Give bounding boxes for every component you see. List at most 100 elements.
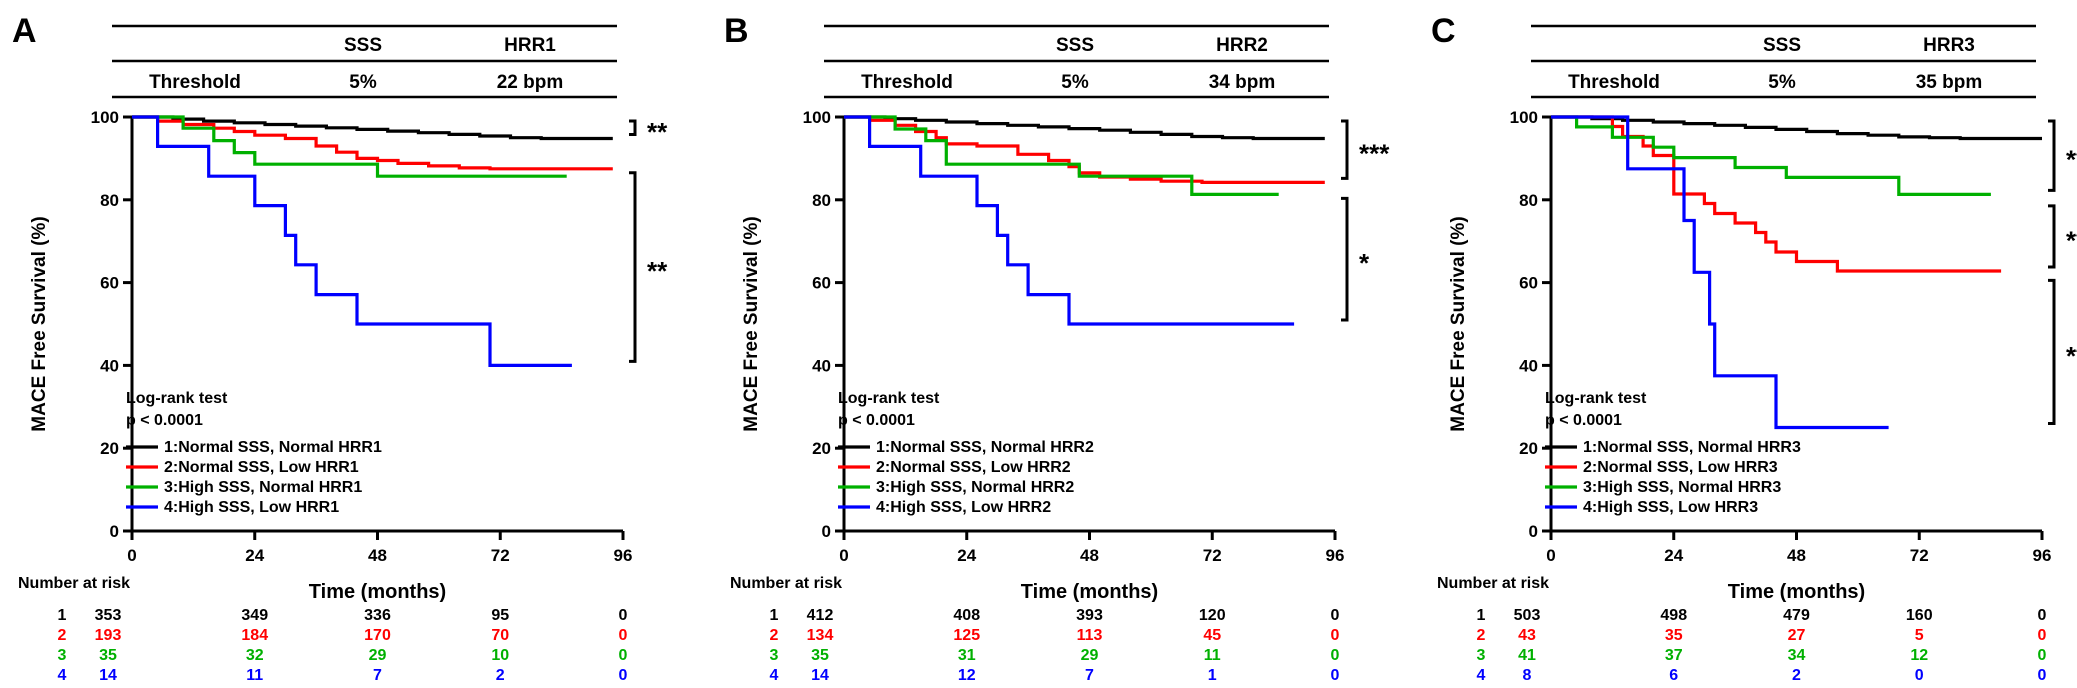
significance-bracket: [2048, 278, 2056, 425]
risk-value: 0: [619, 667, 628, 684]
risk-value: 498: [1660, 607, 1687, 624]
significance-stars: *: [1359, 248, 1370, 278]
risk-value: 503: [1514, 607, 1541, 624]
x-tick-label: 24: [1664, 546, 1683, 565]
risk-value: 2: [1792, 667, 1801, 684]
risk-value: 0: [619, 627, 628, 644]
x-tick-label: 72: [1203, 546, 1222, 565]
risk-value: 0: [2038, 667, 2047, 684]
legend-label: 4:High SSS, Low HRR3: [1583, 499, 1758, 516]
risk-value: 10: [491, 647, 509, 664]
legend-label: 1:Normal SSS, Normal HRR1: [164, 439, 382, 456]
risk-value: 193: [95, 627, 122, 644]
x-tick-label: 24: [957, 546, 976, 565]
risk-value: 43: [1518, 627, 1536, 644]
risk-value: 0: [1915, 667, 1924, 684]
risk-row-label: 3: [58, 647, 67, 664]
legend-label: 1:Normal SSS, Normal HRR3: [1583, 439, 1801, 456]
risk-value: 0: [2038, 627, 2047, 644]
y-axis-label: MACE Free Survival (%): [741, 216, 762, 431]
risk-value: 35: [1665, 627, 1683, 644]
risk-row-label: 2: [58, 627, 67, 644]
x-tick-label: 96: [1326, 546, 1345, 565]
stat-test-title: Log-rank test: [126, 390, 228, 407]
header-threshold-hrr: 34 bpm: [1209, 72, 1276, 93]
survival-curve-4: [844, 115, 1295, 326]
risk-value: 11: [246, 667, 263, 684]
significance-stars: ***: [2066, 145, 2077, 175]
y-tick-label: 100: [803, 108, 831, 127]
risk-title: Number at risk: [730, 575, 842, 592]
significance-bracket: [1341, 119, 1349, 180]
risk-value: 35: [99, 647, 117, 664]
risk-row-label: 1: [1477, 607, 1486, 624]
risk-value: 7: [1085, 667, 1094, 684]
risk-value: 184: [241, 627, 268, 644]
header-col-hrr: HRR1: [504, 35, 556, 56]
significance-bracket: [629, 171, 637, 363]
risk-value: 393: [1076, 607, 1103, 624]
significance-bracket: [629, 119, 637, 137]
risk-value: 120: [1199, 607, 1226, 624]
header-col-sss: SSS: [344, 35, 382, 56]
risk-value: 95: [491, 607, 509, 624]
risk-value: 2: [496, 667, 505, 684]
risk-value: 408: [953, 607, 980, 624]
header-threshold-label: Threshold: [861, 72, 953, 93]
y-axis-label: MACE Free Survival (%): [1448, 216, 1469, 431]
risk-value: 27: [1788, 627, 1806, 644]
header-col-sss: SSS: [1056, 35, 1094, 56]
risk-value: 11: [1204, 647, 1221, 664]
risk-value: 70: [491, 627, 509, 644]
y-axis-label: MACE Free Survival (%): [29, 216, 50, 431]
risk-value: 353: [95, 607, 122, 624]
y-tick-label: 40: [812, 356, 831, 375]
x-tick-label: 0: [1546, 546, 1555, 565]
x-tick-label: 0: [839, 546, 848, 565]
header-threshold-sss: 5%: [1768, 72, 1796, 93]
risk-value: 0: [2038, 647, 2047, 664]
x-axis-label: Time (months): [1021, 581, 1158, 603]
x-axis-label: Time (months): [309, 581, 446, 603]
x-tick-label: 48: [368, 546, 387, 565]
x-tick-label: 96: [2033, 546, 2052, 565]
risk-value: 412: [807, 607, 834, 624]
risk-value: 6: [1669, 667, 1678, 684]
y-tick-label: 0: [822, 522, 831, 541]
risk-value: 37: [1665, 647, 1683, 664]
risk-value: 8: [1523, 667, 1532, 684]
risk-row-label: 1: [58, 607, 67, 624]
header-threshold-label: Threshold: [1568, 72, 1660, 93]
y-tick-label: 100: [91, 108, 119, 127]
survival-curve-2: [844, 115, 1325, 184]
risk-row-label: 3: [770, 647, 779, 664]
risk-value: 170: [364, 627, 391, 644]
header-col-hrr: HRR3: [1923, 35, 1975, 56]
x-tick-label: 48: [1080, 546, 1099, 565]
risk-value: 29: [1081, 647, 1099, 664]
legend-label: 3:High SSS, Normal HRR3: [1583, 479, 1781, 496]
legend-label: 4:High SSS, Low HRR1: [164, 499, 339, 516]
significance-stars: ***: [1359, 139, 1390, 169]
risk-value: 336: [364, 607, 391, 624]
survival-curve-2: [132, 115, 613, 171]
panel-label: A: [12, 12, 37, 50]
header-threshold-hrr: 22 bpm: [497, 72, 564, 93]
header-threshold-hrr: 35 bpm: [1916, 72, 1983, 93]
y-tick-label: 60: [1519, 274, 1538, 293]
legend-label: 2:Normal SSS, Low HRR1: [164, 459, 359, 476]
risk-row-label: 1: [770, 607, 779, 624]
header-col-hrr: HRR2: [1216, 35, 1268, 56]
x-axis-label: Time (months): [1728, 581, 1865, 603]
risk-value: 45: [1203, 627, 1221, 644]
risk-row-label: 3: [1477, 647, 1486, 664]
risk-value: 349: [241, 607, 268, 624]
survival-curve-3: [132, 115, 567, 178]
risk-value: 41: [1518, 647, 1536, 664]
legend-label: 2:Normal SSS, Low HRR2: [876, 459, 1071, 476]
survival-curve-1: [844, 115, 1325, 141]
header-threshold-label: Threshold: [149, 72, 241, 93]
risk-title: Number at risk: [1437, 575, 1549, 592]
significance-stars: ***: [2066, 225, 2077, 255]
